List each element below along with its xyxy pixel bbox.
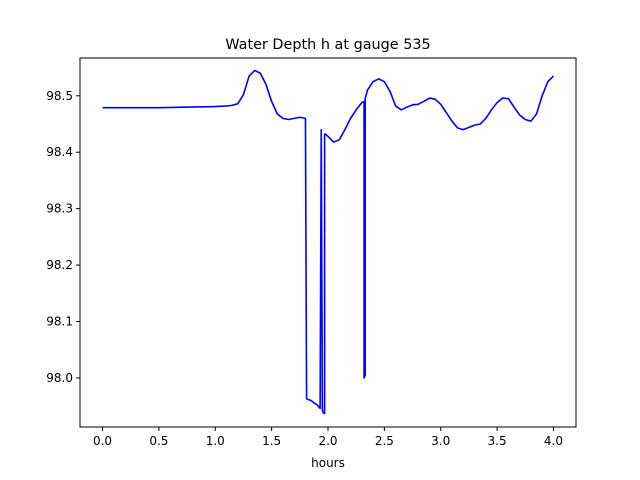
x-tick-label: 3.0 [431, 434, 450, 448]
x-tick-label: 2.0 [318, 434, 337, 448]
y-tick-label: 98.3 [46, 202, 73, 216]
x-axis-label: hours [311, 456, 345, 470]
x-tick-label: 1.0 [206, 434, 225, 448]
plot-frame [79, 57, 577, 428]
chart-title: Water Depth h at gauge 535 [225, 37, 430, 53]
y-tick-label: 98.4 [46, 145, 73, 159]
y-tick-label: 98.2 [46, 258, 73, 272]
y-axis: 98.0 98.1 98.2 98.3 98.4 98.5 [46, 89, 80, 385]
x-tick-label: 2.5 [375, 434, 394, 448]
x-tick-label: 0.0 [93, 434, 112, 448]
x-tick-label: 3.5 [488, 434, 507, 448]
y-tick-label: 98.0 [46, 371, 73, 385]
y-tick-label: 98.5 [46, 89, 73, 103]
x-axis: 0.0 0.5 1.0 1.5 2.0 2.5 3.0 3.5 4.0 [93, 427, 563, 448]
y-tick-label: 98.1 [46, 314, 73, 328]
x-tick-label: 1.5 [262, 434, 281, 448]
x-tick-label: 0.5 [149, 434, 168, 448]
plot-area [102, 69, 555, 415]
series-line-0 [102, 69, 555, 415]
x-tick-label: 4.0 [544, 434, 563, 448]
